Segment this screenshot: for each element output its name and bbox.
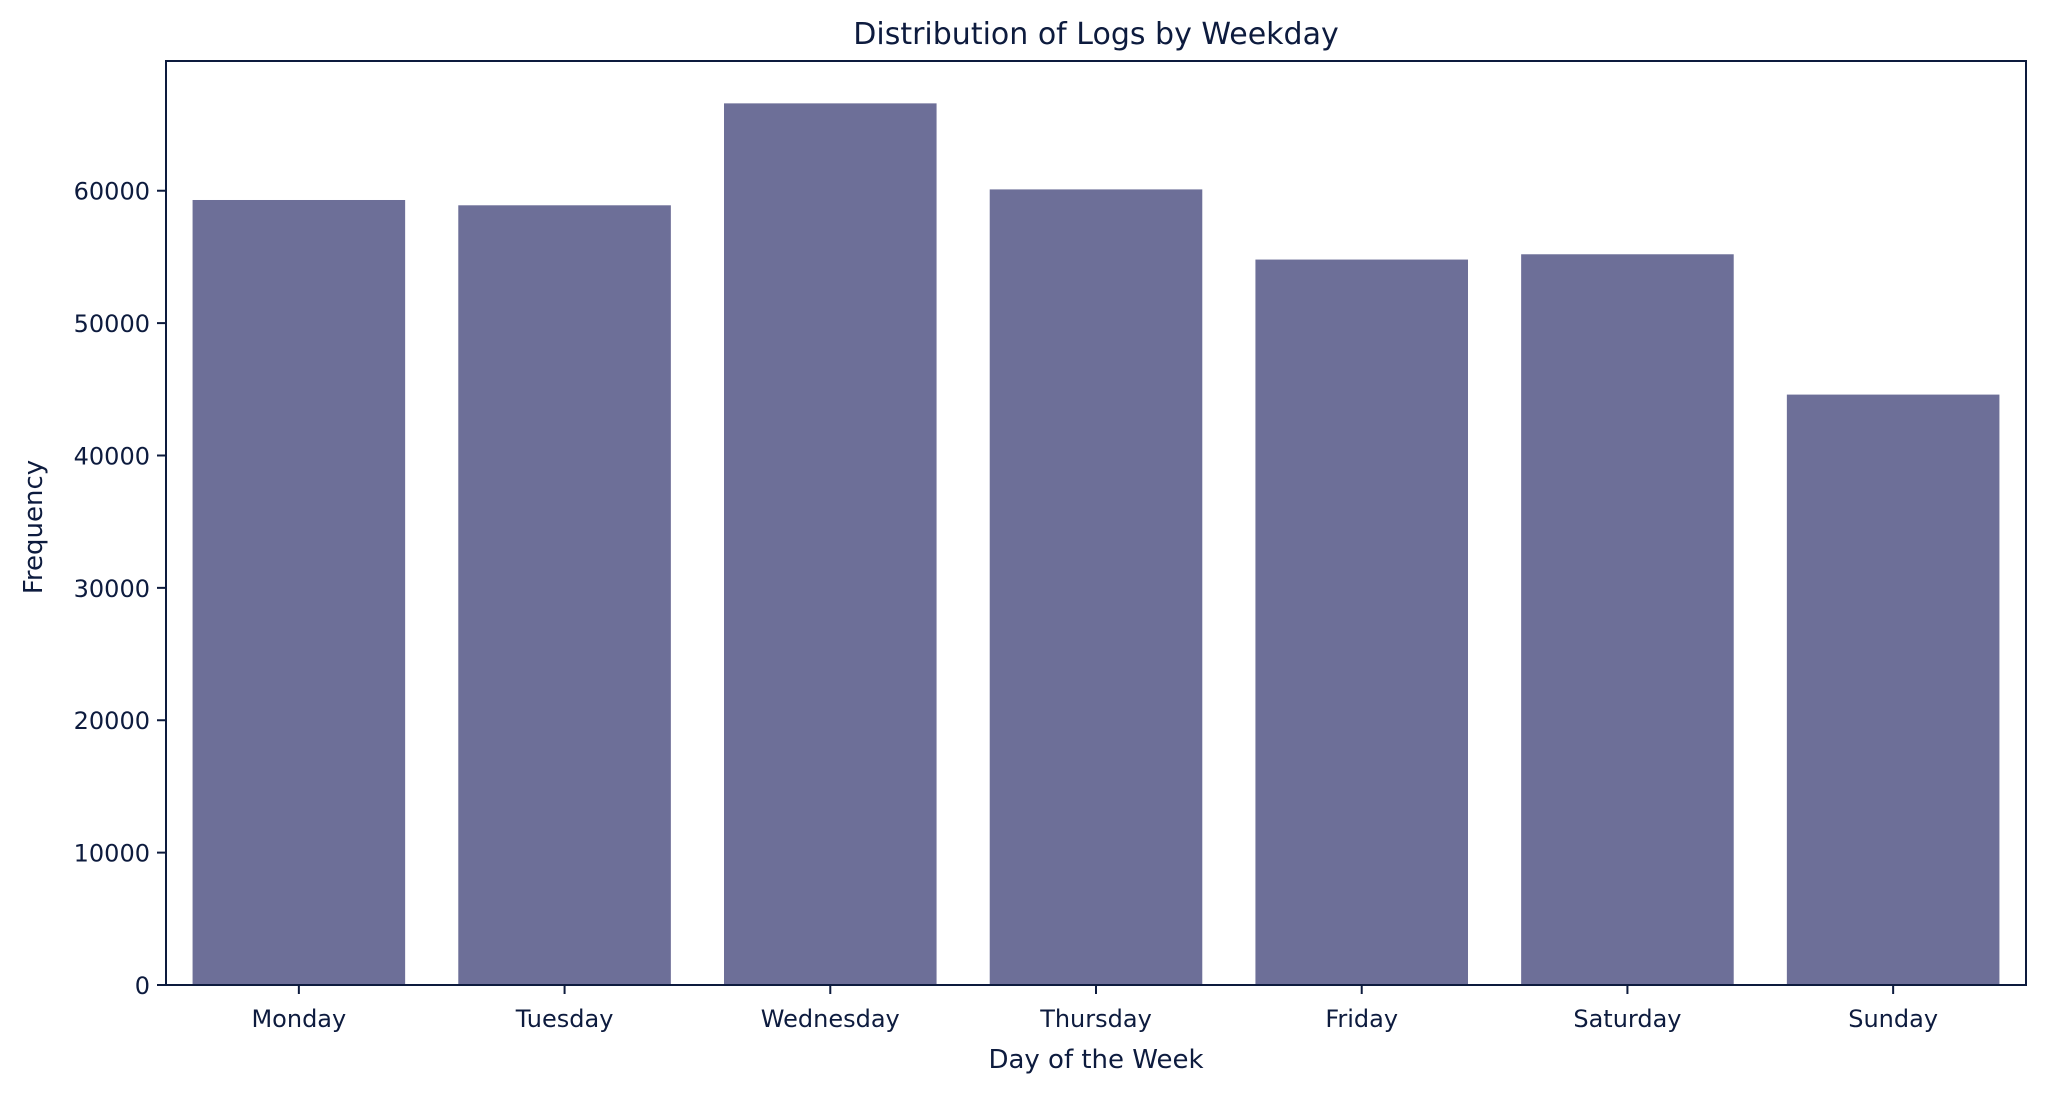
bar-saturday [1521,254,1734,985]
x-tick-label-sunday: Sunday [1848,1005,1938,1033]
bar-wednesday [724,103,937,986]
x-tick-label-monday: Monday [251,1005,346,1033]
bar-thursday [989,189,1203,986]
y-tick-label-50000: 50000 [74,310,150,338]
bar-friday [1255,259,1468,985]
x-tick-label-friday: Friday [1325,1005,1398,1033]
y-axis-label: Frequency [19,460,49,594]
bar-monday [192,199,406,985]
y-tick-label-60000: 60000 [74,178,150,206]
chart-title: Distribution of Logs by Weekday [853,17,1338,52]
y-tick-label-10000: 10000 [74,840,150,868]
bars-group [192,103,2000,986]
y-tick-label-40000: 40000 [74,442,150,470]
x-tick-label-saturday: Saturday [1573,1005,1681,1033]
y-tick-label-20000: 20000 [74,707,150,735]
y-tick-label-0: 0 [135,972,150,1000]
y-axis: 0 10000 20000 30000 40000 50000 60000 [74,178,166,1000]
y-tick-label-30000: 30000 [74,575,150,603]
x-tick-label-thursday: Thursday [1039,1005,1152,1033]
x-tick-label-tuesday: Tuesday [515,1005,614,1033]
x-axis-label: Day of the Week [988,1045,1203,1075]
x-axis: Monday Tuesday Wednesday Thursday Friday Satu… [251,985,1938,1033]
x-tick-label-wednesday: Wednesday [761,1005,900,1033]
bar-tuesday [458,205,671,986]
bar-sunday [1786,394,2000,985]
